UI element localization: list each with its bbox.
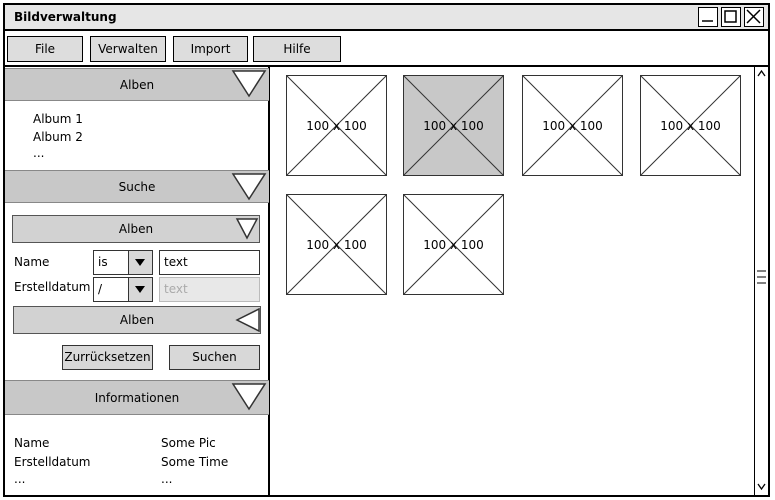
accordion-suche-label: Suche xyxy=(118,180,156,194)
name-label: Name xyxy=(14,255,50,269)
title-bar xyxy=(5,5,768,31)
chevron-down-icon xyxy=(235,218,259,240)
chevron-down-icon[interactable] xyxy=(231,382,267,412)
dropdown-arrow-icon xyxy=(135,286,145,293)
image-thumbnail[interactable]: 100 x 100 xyxy=(403,75,504,176)
date-value-placeholder: text xyxy=(164,282,188,296)
accordion-informationen-label: Informationen xyxy=(94,391,180,405)
accordion-alben-label: Alben xyxy=(119,78,155,92)
menu-file[interactable]: File xyxy=(7,36,83,62)
accordion-informationen[interactable]: Informationen xyxy=(5,380,269,415)
select-arrow[interactable] xyxy=(128,278,152,301)
close-icon xyxy=(746,9,761,24)
date-operator-value: / xyxy=(98,282,103,296)
thumbnail-caption: 100 x 100 xyxy=(306,237,367,252)
accordion-alben[interactable]: Alben xyxy=(5,68,269,101)
search-scope-dropdown[interactable]: Alben xyxy=(12,215,260,243)
reset-button[interactable]: Zurrücksetzen xyxy=(62,345,153,370)
accordion-suche[interactable]: Suche xyxy=(5,170,269,203)
scroll-down-icon[interactable] xyxy=(755,481,768,493)
image-thumbnail[interactable]: 100 x 100 xyxy=(522,75,623,176)
info-value: ... xyxy=(161,472,173,486)
image-thumbnail[interactable]: 100 x 100 xyxy=(640,75,741,176)
thumbnail-caption: 100 x 100 xyxy=(423,237,484,252)
menu-divider xyxy=(5,65,768,67)
info-key: Name xyxy=(14,436,50,450)
menu-verwalten[interactable]: Verwalten xyxy=(90,36,166,62)
maximize-icon xyxy=(724,10,737,23)
image-placeholder-icon xyxy=(287,195,386,294)
left-panel xyxy=(3,66,270,497)
name-value-field[interactable]: text xyxy=(159,250,260,275)
image-placeholder-icon xyxy=(523,76,622,175)
name-value-text: text xyxy=(164,255,188,269)
search-scope-dropdown-2[interactable]: Alben xyxy=(13,306,261,334)
image-thumbnail[interactable]: 100 x 100 xyxy=(286,75,387,176)
image-placeholder-icon xyxy=(287,76,386,175)
chevron-down-icon[interactable] xyxy=(231,172,267,202)
menu-import[interactable]: Import xyxy=(173,36,248,62)
search-scope-label: Alben xyxy=(118,222,154,236)
thumbnail-caption: 100 x 100 xyxy=(542,118,603,133)
name-operator-value: is xyxy=(98,255,108,269)
chevron-left-icon xyxy=(235,307,260,333)
album-list-item[interactable]: Album 1 xyxy=(33,112,83,126)
image-placeholder-icon xyxy=(641,76,740,175)
search-scope-label-2: Alben xyxy=(119,313,155,327)
thumbnail-caption: 100 x 100 xyxy=(660,118,721,133)
info-key: Erstelldatum xyxy=(14,455,91,469)
dropdown-arrow-icon xyxy=(135,259,145,266)
window-title: Bildverwaltung xyxy=(14,10,117,24)
date-value-field[interactable]: text xyxy=(159,277,260,302)
scroll-up-icon[interactable] xyxy=(755,67,768,79)
album-list-more: ... xyxy=(33,146,45,160)
scroll-thumb-grip-icon[interactable] xyxy=(755,267,768,287)
menu-hilfe[interactable]: Hilfe xyxy=(253,36,341,62)
select-arrow[interactable] xyxy=(128,251,152,274)
thumbnail-caption: 100 x 100 xyxy=(306,118,367,133)
minimize-button[interactable] xyxy=(698,7,718,27)
close-button[interactable] xyxy=(744,7,764,27)
chevron-down-icon[interactable] xyxy=(231,69,267,99)
album-list-item[interactable]: Album 2 xyxy=(33,130,83,144)
info-value: Some Time xyxy=(161,455,229,469)
image-placeholder-icon xyxy=(404,76,503,175)
info-value: Some Pic xyxy=(161,436,216,450)
info-key: ... xyxy=(14,472,26,486)
erstelldatum-label: Erstelldatum xyxy=(14,280,91,294)
minimize-icon xyxy=(702,20,713,22)
vertical-scrollbar[interactable] xyxy=(754,67,768,495)
image-thumbnail[interactable]: 100 x 100 xyxy=(403,194,504,295)
thumbnail-caption: 100 x 100 xyxy=(423,118,484,133)
image-thumbnail[interactable]: 100 x 100 xyxy=(286,194,387,295)
maximize-button[interactable] xyxy=(721,7,741,27)
search-button[interactable]: Suchen xyxy=(169,345,260,370)
image-placeholder-icon xyxy=(404,195,503,294)
